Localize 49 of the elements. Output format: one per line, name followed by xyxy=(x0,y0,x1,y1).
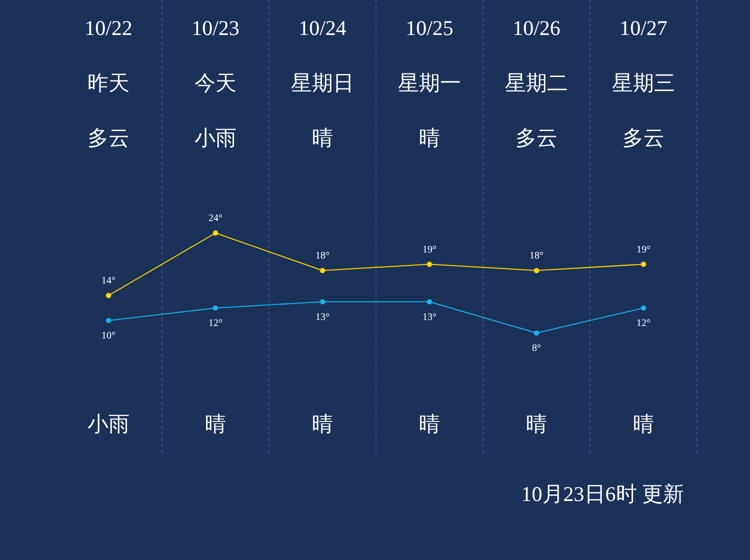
text: 晴 xyxy=(419,126,440,150)
text: 星期二 xyxy=(505,71,568,95)
data-label: 12° xyxy=(208,318,222,329)
data-label: 18° xyxy=(530,250,544,262)
point xyxy=(212,305,218,311)
point xyxy=(320,299,326,304)
data-label: 13° xyxy=(316,312,330,323)
point xyxy=(534,268,540,274)
data-label: 19° xyxy=(422,244,436,256)
text: 星期三 xyxy=(612,71,675,95)
text: 晴 xyxy=(312,412,333,436)
point xyxy=(212,230,218,236)
point xyxy=(106,318,112,324)
text: 多云 xyxy=(88,126,130,150)
data-label: 8° xyxy=(532,343,541,354)
x-tick-label: 10/22 xyxy=(84,16,132,40)
text: 小雨 xyxy=(88,412,130,436)
text: 多云 xyxy=(516,126,558,150)
x-tick-label: 10/24 xyxy=(298,16,347,40)
text: 昨天 xyxy=(88,71,130,95)
data-label: 18° xyxy=(316,250,330,262)
point xyxy=(534,330,540,336)
point xyxy=(106,292,112,298)
text: 晴 xyxy=(205,412,226,436)
text: 今天 xyxy=(194,71,236,95)
point xyxy=(426,299,432,304)
text: 多云 xyxy=(622,126,664,150)
text: 10月23日6时 更新 xyxy=(521,482,684,506)
point xyxy=(640,305,646,311)
text: 晴 xyxy=(419,412,440,436)
point xyxy=(640,262,646,267)
text: 晴 xyxy=(312,126,333,150)
data-label: 13° xyxy=(422,312,436,323)
data-label: 14° xyxy=(102,276,116,286)
text: 晴 xyxy=(633,412,654,436)
data-label: 24° xyxy=(208,213,222,224)
text: 晴 xyxy=(526,412,547,436)
data-label: 19° xyxy=(636,244,650,256)
point xyxy=(320,268,326,274)
x-tick-label: 10/26 xyxy=(512,16,560,40)
x-tick-label: 10/23 xyxy=(192,16,240,40)
text: 星期一 xyxy=(398,71,461,95)
point xyxy=(426,262,432,267)
x-tick-label: 10/25 xyxy=(406,16,454,40)
x-tick-label: 10/27 xyxy=(620,16,668,40)
text: 星期日 xyxy=(291,71,354,95)
data-label: 12° xyxy=(636,318,650,329)
data-label: 10° xyxy=(102,330,116,342)
text: 小雨 xyxy=(194,126,236,150)
